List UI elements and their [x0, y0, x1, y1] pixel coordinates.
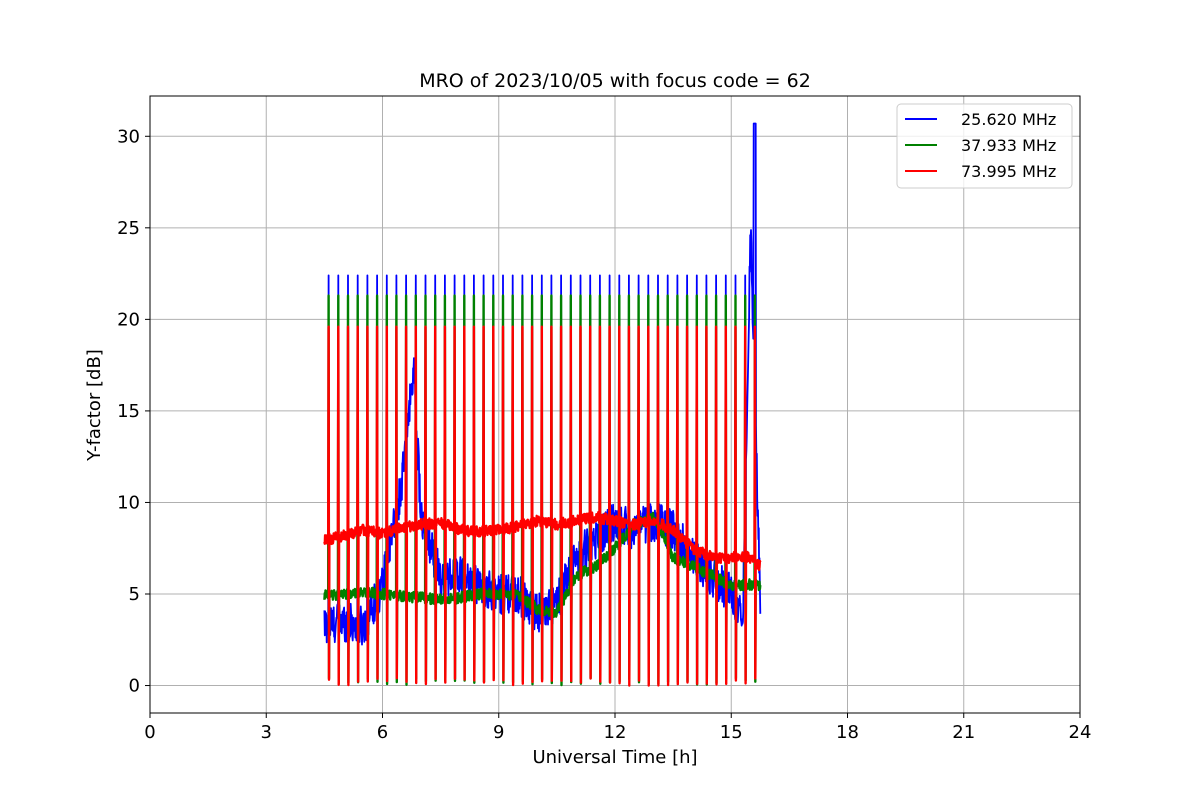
legend: 25.620 MHz 37.933 MHz 73.995 MHz [896, 103, 1073, 189]
x-tick-label: 3 [261, 722, 272, 743]
x-tick-label: 0 [144, 722, 155, 743]
y-tick-label: 25 [117, 218, 140, 239]
series-line-3 [323, 325, 762, 687]
x-tick-label: 12 [604, 722, 627, 743]
y-axis: 0 5 10 15 20 25 30 [117, 126, 150, 697]
x-tick-label: 24 [1069, 722, 1092, 743]
y-tick-label: 5 [129, 584, 140, 605]
y-axis-label: Y-factor [dB] [84, 349, 105, 462]
x-tick-label: 9 [493, 722, 504, 743]
x-axis: 0 3 6 9 12 15 18 21 24 [144, 713, 1091, 743]
y-tick-label: 20 [117, 309, 140, 330]
x-tick-label: 18 [836, 722, 859, 743]
legend-box [896, 103, 1073, 189]
y-tick-label: 15 [117, 401, 140, 422]
legend-label: 25.620 MHz [961, 110, 1056, 129]
x-tick-label: 6 [377, 722, 388, 743]
legend-label: 73.995 MHz [961, 162, 1056, 181]
y-tick-label: 0 [129, 676, 140, 697]
chart-title: MRO of 2023/10/05 with focus code = 62 [419, 70, 811, 92]
x-tick-label: 15 [720, 722, 743, 743]
x-tick-label: 21 [952, 722, 975, 743]
legend-label: 37.933 MHz [961, 136, 1056, 155]
x-axis-label: Universal Time [h] [532, 747, 697, 768]
y-tick-label: 10 [117, 492, 140, 513]
plot-area [323, 122, 762, 687]
y-tick-label: 30 [117, 126, 140, 147]
